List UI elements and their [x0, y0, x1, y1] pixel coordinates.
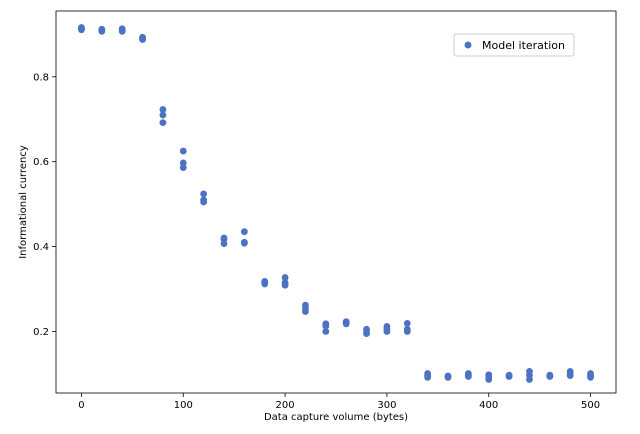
data-point — [139, 36, 146, 43]
data-point — [403, 328, 411, 335]
y-tick-label: 0.8 — [33, 72, 49, 83]
data-point — [118, 27, 126, 35]
y-axis-ticks: 0.2 0.4 0.6 0.8 — [33, 72, 56, 338]
data-point — [505, 373, 513, 380]
y-axis-label: Informational currency — [18, 145, 29, 259]
data-point — [444, 373, 452, 381]
data-point — [322, 322, 330, 330]
data-point — [485, 376, 493, 383]
plot-area — [56, 11, 616, 393]
data-point — [424, 373, 432, 381]
data-point — [342, 320, 350, 328]
data-point — [240, 239, 248, 247]
data-point — [464, 373, 472, 380]
y-tick-label: 0.6 — [33, 157, 49, 168]
legend: Model iteration — [453, 33, 575, 57]
data-point — [546, 373, 554, 380]
x-tick-label: 300 — [377, 400, 396, 411]
y-tick-label: 0.2 — [33, 327, 49, 338]
x-axis-label: Data capture volume (bytes) — [264, 412, 408, 423]
y-tick-label: 0.4 — [33, 242, 49, 253]
data-point — [587, 373, 594, 381]
data-point — [281, 274, 289, 281]
legend-marker — [464, 41, 472, 49]
data-point — [383, 328, 391, 335]
x-tick-label: 200 — [276, 400, 295, 411]
data-point — [526, 376, 533, 383]
data-point — [322, 328, 330, 335]
data-point — [159, 106, 167, 113]
plot-frame — [55, 10, 617, 394]
data-point — [363, 330, 370, 337]
data-point — [179, 159, 187, 167]
data-point — [240, 228, 248, 236]
data-point — [200, 190, 208, 198]
data-point — [302, 308, 309, 315]
legend-box — [453, 33, 575, 57]
data-point — [98, 27, 106, 35]
data-point — [78, 26, 85, 34]
x-tick-label: 100 — [174, 400, 193, 411]
x-tick-label: 500 — [581, 400, 600, 411]
x-tick-label: 400 — [479, 400, 498, 411]
data-point — [566, 372, 574, 379]
x-axis-ticks: 0 100 200 300 400 500 — [78, 393, 600, 411]
data-point — [179, 164, 187, 172]
data-point — [403, 319, 411, 327]
legend-label: Model iteration — [482, 39, 565, 52]
data-point — [159, 119, 167, 127]
data-point — [179, 147, 187, 155]
data-point — [281, 281, 289, 289]
data-point — [200, 198, 208, 206]
x-tick-label: 0 — [78, 400, 84, 411]
data-point — [159, 111, 167, 119]
data-points — [78, 24, 594, 383]
data-point — [261, 280, 269, 288]
data-point — [220, 240, 228, 247]
